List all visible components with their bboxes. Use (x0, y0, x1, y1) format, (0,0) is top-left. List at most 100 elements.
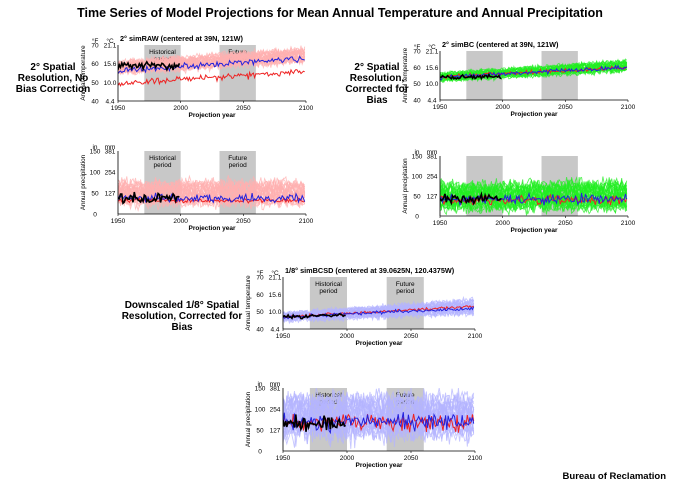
y-tick-label-secondary: 381 (270, 386, 281, 393)
x-axis-label: Projection year (356, 340, 403, 347)
x-tick-label: 2050 (404, 333, 419, 340)
y-tick-label-left: 50 (413, 194, 421, 201)
y-tick-label-left: 0 (415, 214, 419, 221)
y-unit-right: mm (427, 149, 438, 156)
observed-series-line (283, 312, 346, 320)
y-tick-label-secondary: 10.0 (426, 81, 439, 88)
x-tick-label: 2000 (340, 455, 355, 462)
y-axis-label: Annual temperature (402, 47, 409, 103)
x-tick-label: 2100 (621, 104, 636, 111)
red-series-line (118, 68, 305, 87)
credit-text: Bureau of Reclamation (562, 471, 666, 482)
ensemble-trace (118, 174, 306, 190)
y-unit-right: °C (428, 43, 436, 51)
y-tick-label-left: 50 (91, 191, 99, 198)
y-tick-label-secondary: 4.4 (427, 98, 436, 105)
y-tick-label-left: 100 (90, 170, 101, 177)
x-tick-label: 2050 (236, 218, 251, 225)
y-tick-label-secondary: 127 (270, 428, 281, 435)
x-tick-label: 2050 (558, 104, 573, 111)
y-unit-left: in (414, 149, 419, 156)
x-tick-label: 2000 (173, 218, 188, 225)
y-tick-label-left: 40 (413, 98, 421, 105)
chart-bc-precipitation: 1950 2000 2050 2100 Projection year 0 50 100 150… (402, 149, 636, 234)
y-axis-label: Annual temperature (245, 275, 252, 331)
y-tick-label-secondary: 15.6 (104, 61, 117, 68)
ensemble-trace (118, 45, 305, 67)
y-tick-label-left: 70 (91, 43, 99, 50)
y-tick-label-left: 50 (256, 309, 264, 316)
plot-series-group (440, 58, 628, 84)
ensemble-trace (283, 388, 474, 414)
period-label-line1: Historical (149, 155, 176, 162)
x-tick-label: 2100 (621, 220, 636, 227)
y-tick-label-left: 70 (413, 49, 421, 56)
x-tick-label: 1950 (111, 218, 126, 225)
blue-series-line (118, 55, 305, 74)
x-tick-label: 1950 (111, 105, 126, 112)
x-tick-label: 1950 (433, 104, 448, 111)
period-label-line2: period (153, 162, 171, 169)
y-tick-label-secondary: 4.4 (270, 327, 279, 334)
plot-series-group (440, 176, 628, 216)
y-tick-label-left: 50 (91, 80, 99, 87)
observed-series-line (283, 414, 346, 432)
chart-title: 2° simBC (centered at 39N, 121W) (442, 40, 559, 49)
y-unit-right: °C (271, 269, 279, 277)
figure-title: Time Series of Model Projections for Mea… (77, 6, 603, 20)
plot-series-group (283, 295, 475, 325)
ensemble-trace (283, 388, 475, 414)
y-tick-label-left: 150 (90, 149, 101, 156)
period-label-line2: period (396, 288, 414, 295)
y-axis-label: Annual precipitation (402, 158, 409, 214)
y-tick-label-left: 70 (256, 275, 264, 282)
chart-title: 1/8° simBCSD (centered at 39.0625N, 120.… (285, 266, 455, 275)
blue-series-line (283, 412, 475, 435)
y-tick-label-left: 50 (413, 81, 421, 88)
y-tick-label-secondary: 21.1 (426, 49, 439, 56)
historical-period-shade (144, 45, 181, 101)
period-label-line1: Historical (315, 392, 342, 399)
y-tick-label-secondary: 254 (105, 170, 116, 177)
y-unit-left: °F (414, 43, 421, 51)
x-tick-label: 2100 (468, 333, 483, 340)
y-tick-label-secondary: 4.4 (105, 99, 114, 106)
y-unit-left: °F (257, 269, 264, 277)
x-tick-label: 2000 (173, 105, 188, 112)
observed-series-line (440, 191, 502, 206)
x-tick-label: 2100 (299, 218, 314, 225)
x-tick-label: 2000 (340, 333, 355, 340)
x-tick-label: 2000 (495, 104, 510, 111)
y-tick-label-left: 150 (412, 154, 423, 161)
period-label-line2: period (229, 162, 247, 169)
x-axis-label: Projection year (356, 462, 403, 469)
x-axis-label: Projection year (189, 225, 236, 232)
period-label-line2: period (319, 288, 337, 295)
y-tick-label-secondary: 10.0 (104, 80, 117, 87)
y-tick-label-left: 60 (256, 292, 264, 299)
y-tick-label-left: 50 (256, 428, 264, 435)
x-tick-label: 2050 (236, 105, 251, 112)
x-tick-label: 1950 (276, 333, 291, 340)
y-axis-label: Annual precipitation (80, 154, 87, 210)
period-label-line1: Future (396, 281, 415, 288)
x-tick-label: 2100 (299, 105, 314, 112)
x-tick-label: 2100 (468, 455, 483, 462)
x-tick-label: 2050 (558, 220, 573, 227)
x-tick-label: 1950 (433, 220, 448, 227)
y-tick-label-left: 100 (255, 407, 266, 414)
y-tick-label-secondary: 127 (427, 194, 438, 201)
y-tick-label-left: 40 (91, 99, 99, 106)
row-label-bc: 2° Spatial Resolution, Corrected for Bia… (345, 62, 409, 106)
row-label-bcsd: Downscaled 1/8° Spatial Resolution, Corr… (121, 300, 243, 333)
plot-series-group (118, 174, 306, 213)
chart-title: 2° simRAW (centered at 39N, 121W) (120, 34, 244, 43)
observed-series-line (118, 60, 181, 73)
ensemble-trace (440, 176, 628, 196)
y-unit-left: in (257, 381, 262, 388)
y-unit-right: mm (105, 144, 116, 151)
y-tick-label-left: 60 (413, 65, 421, 72)
